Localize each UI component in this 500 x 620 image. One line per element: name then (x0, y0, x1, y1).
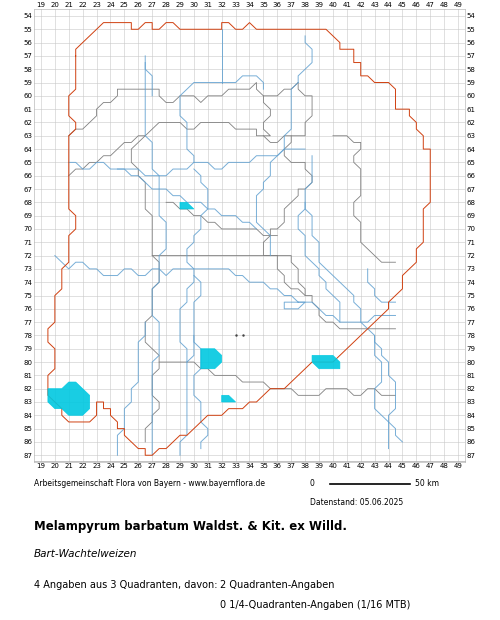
Polygon shape (201, 348, 222, 369)
Text: 0 1/4-Quadranten-Angaben (1/16 MTB): 0 1/4-Quadranten-Angaben (1/16 MTB) (220, 600, 410, 610)
Text: 50 km: 50 km (415, 479, 439, 489)
Polygon shape (222, 396, 235, 402)
Text: Arbeitsgemeinschaft Flora von Bayern - www.bayernflora.de: Arbeitsgemeinschaft Flora von Bayern - w… (34, 479, 265, 489)
Text: 4 Angaben aus 3 Quadranten, davon:: 4 Angaben aus 3 Quadranten, davon: (34, 580, 218, 590)
Text: Melampyrum barbatum Waldst. & Kit. ex Willd.: Melampyrum barbatum Waldst. & Kit. ex Wi… (34, 520, 347, 533)
Text: 2 Quadranten-Angaben: 2 Quadranten-Angaben (220, 580, 334, 590)
Text: Bart-Wachtelweizen: Bart-Wachtelweizen (34, 549, 138, 559)
Polygon shape (312, 355, 340, 369)
Polygon shape (48, 382, 90, 415)
Polygon shape (180, 202, 194, 209)
Text: 0: 0 (310, 479, 315, 489)
Text: Datenstand: 05.06.2025: Datenstand: 05.06.2025 (310, 498, 403, 507)
